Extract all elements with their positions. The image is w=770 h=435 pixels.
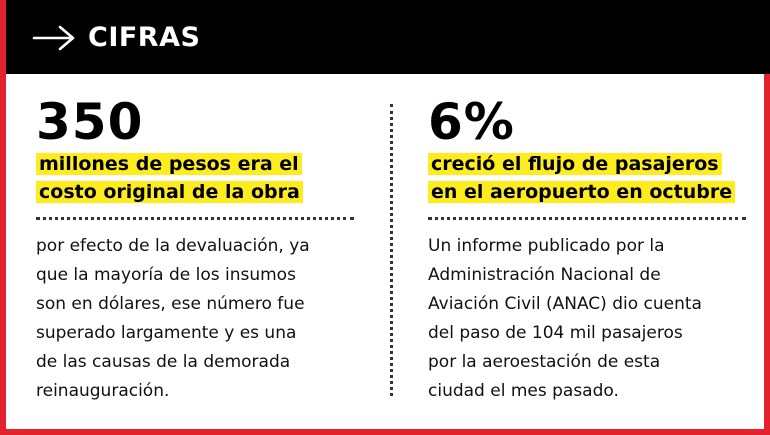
left-big-number: 350 — [36, 93, 144, 151]
left-figure-block: 350 millones de pesos era el costo origi… — [36, 94, 366, 206]
right-figure-block: 6% creció el flujo de pasajeros en el ae… — [428, 94, 758, 206]
left-body-text: por efecto de la devaluación, ya que la … — [36, 236, 310, 401]
section-title: CIFRAS — [88, 22, 201, 53]
right-highlight-line-2: en el aeropuerto en octubre — [428, 181, 736, 203]
left-highlight-line-1: millones de pesos era el — [36, 153, 302, 175]
right-highlight-caption: creció el flujo de pasajeros en el aerop… — [428, 150, 758, 206]
right-body-text: Un informe publicado por la Administraci… — [428, 236, 702, 401]
header-bar: CIFRAS — [6, 0, 770, 74]
left-highlight-line-2: costo original de la obra — [36, 181, 303, 203]
left-highlight-caption: millones de pesos era el costo original … — [36, 150, 366, 206]
right-dotted-divider — [428, 217, 746, 220]
column-divider — [390, 104, 393, 396]
right-highlight-line-1: creció el flujo de pasajeros — [428, 153, 722, 175]
right-arrow-icon — [32, 25, 75, 51]
left-dotted-divider — [36, 217, 354, 220]
right-big-number: 6% — [428, 93, 515, 151]
